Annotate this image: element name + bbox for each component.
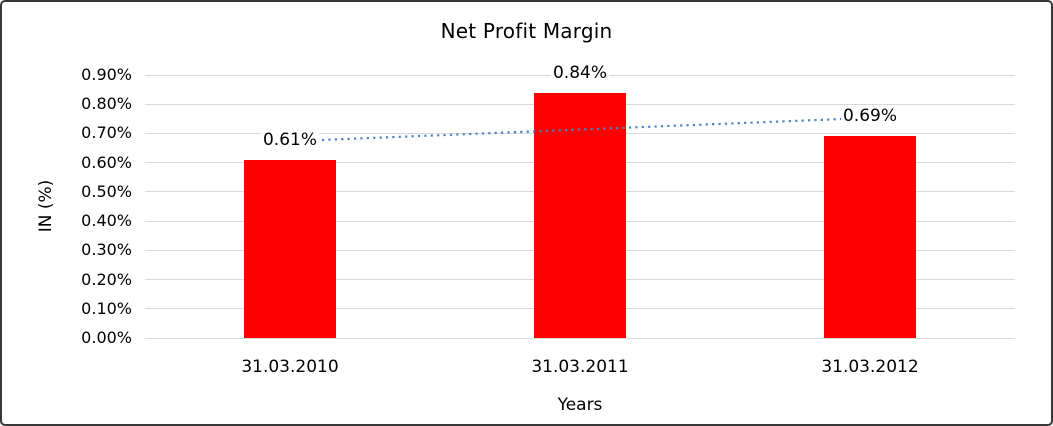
y-tick-label: 0.20% bbox=[81, 269, 132, 289]
plot-area: 0.61% 0.84% 0.69% bbox=[145, 62, 1015, 339]
y-tick-label: 0.70% bbox=[81, 123, 132, 143]
bar-value-label: 0.61% bbox=[260, 129, 320, 150]
category-label: 31.03.2011 bbox=[531, 357, 629, 377]
bar bbox=[534, 92, 626, 338]
x-axis-title: Years bbox=[557, 395, 603, 415]
y-tick-label: 0.10% bbox=[81, 298, 132, 318]
trendline-layer bbox=[289, 116, 871, 143]
gridline bbox=[145, 337, 1015, 339]
category-label: 31.03.2010 bbox=[241, 357, 339, 377]
bar bbox=[824, 136, 916, 338]
y-tick-label: 0.50% bbox=[81, 181, 132, 201]
bar-value-label: 0.69% bbox=[840, 106, 900, 127]
bar-value-label: 0.84% bbox=[550, 62, 610, 83]
y-tick-label: 0.40% bbox=[81, 211, 132, 231]
y-tick-label: 0.60% bbox=[81, 152, 132, 172]
y-tick-label: 0.80% bbox=[81, 94, 132, 114]
y-tick-label: 0.30% bbox=[81, 240, 132, 260]
bar bbox=[244, 159, 336, 338]
y-tick-label: 0.00% bbox=[81, 328, 132, 347]
category-label: 31.03.2012 bbox=[821, 357, 919, 377]
trendline bbox=[289, 116, 871, 143]
chart-title: Net Profit Margin bbox=[440, 19, 613, 43]
y-tick-label: 0.90% bbox=[81, 65, 132, 84]
